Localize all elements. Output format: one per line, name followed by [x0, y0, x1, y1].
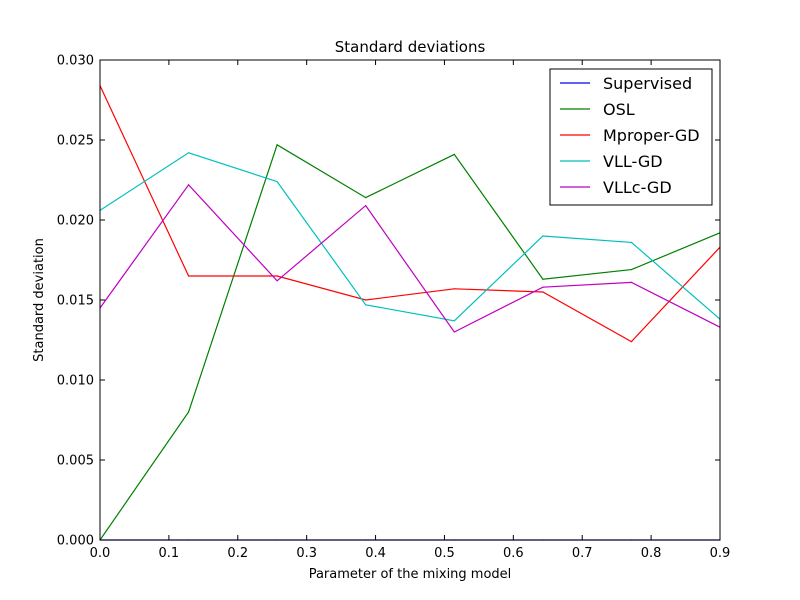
data-point — [365, 205, 367, 207]
chart-title: Standard deviations — [335, 38, 486, 56]
data-point — [630, 281, 633, 283]
data-point — [453, 288, 455, 290]
data-point — [542, 286, 544, 288]
data-point — [365, 299, 367, 301]
y-tick-label: 0.000 — [57, 534, 94, 549]
series-line-osl — [99, 143, 721, 541]
y-axis-label: Standard deviation — [32, 238, 47, 362]
legend-label: OSL — [603, 100, 635, 119]
axes: 0.0 0.1 0.2 0.3 0.4 0.5 0.6 0.7 0.8 0.9 0.000 0.005… — [57, 54, 731, 562]
y-tick-label: 0.010 — [57, 374, 94, 389]
series-line-vll-gd — [99, 152, 721, 322]
legend-label: VLLc-GD — [603, 178, 672, 197]
data-point — [187, 411, 190, 413]
series-line-mproper-gd — [99, 85, 721, 343]
x-tick-label: 0.5 — [434, 546, 455, 561]
data-point — [630, 341, 633, 343]
data-point — [453, 153, 455, 155]
data-point — [453, 331, 455, 333]
y-tick-label: 0.005 — [57, 454, 94, 469]
data-point — [187, 152, 190, 154]
x-tick-label: 0.8 — [641, 546, 662, 561]
data-point — [542, 278, 544, 280]
data-point — [276, 280, 278, 282]
y-tick-label: 0.030 — [57, 54, 94, 69]
data-point — [542, 235, 544, 237]
series-line-vllc-gd — [99, 183, 721, 333]
legend-label: Supervised — [603, 74, 692, 93]
legend-label: VLL-GD — [603, 152, 663, 171]
data-point — [276, 181, 278, 183]
x-tick-label: 0.0 — [90, 546, 111, 561]
data-point — [187, 184, 190, 186]
x-tick-label: 0.1 — [159, 546, 180, 561]
y-tick-label: 0.020 — [57, 214, 94, 229]
legend-box — [549, 68, 713, 206]
data-point — [542, 291, 544, 293]
data-point — [187, 275, 190, 277]
plot-area — [99, 85, 721, 541]
x-tick-label: 0.2 — [227, 546, 248, 561]
x-axis-label: Parameter of the mixing model — [309, 567, 512, 582]
x-tick-label: 0.4 — [365, 546, 386, 561]
data-point — [630, 241, 633, 243]
legend-label: Mproper-GD — [603, 126, 700, 145]
x-tick-label: 0.6 — [503, 546, 524, 561]
x-tick-label: 0.9 — [710, 546, 731, 561]
y-tick-label: 0.015 — [57, 294, 94, 309]
legend: Supervised OSL Mproper-GD VLL-GD VLLc-GD — [549, 68, 713, 206]
data-point — [453, 320, 455, 322]
data-point — [365, 304, 367, 306]
y-tick-label: 0.025 — [57, 134, 94, 149]
x-tick-label: 0.7 — [572, 546, 593, 561]
data-point — [365, 197, 367, 199]
data-point — [630, 269, 633, 271]
data-point — [276, 275, 278, 277]
x-tick-label: 0.3 — [296, 546, 317, 561]
data-point — [276, 144, 278, 146]
